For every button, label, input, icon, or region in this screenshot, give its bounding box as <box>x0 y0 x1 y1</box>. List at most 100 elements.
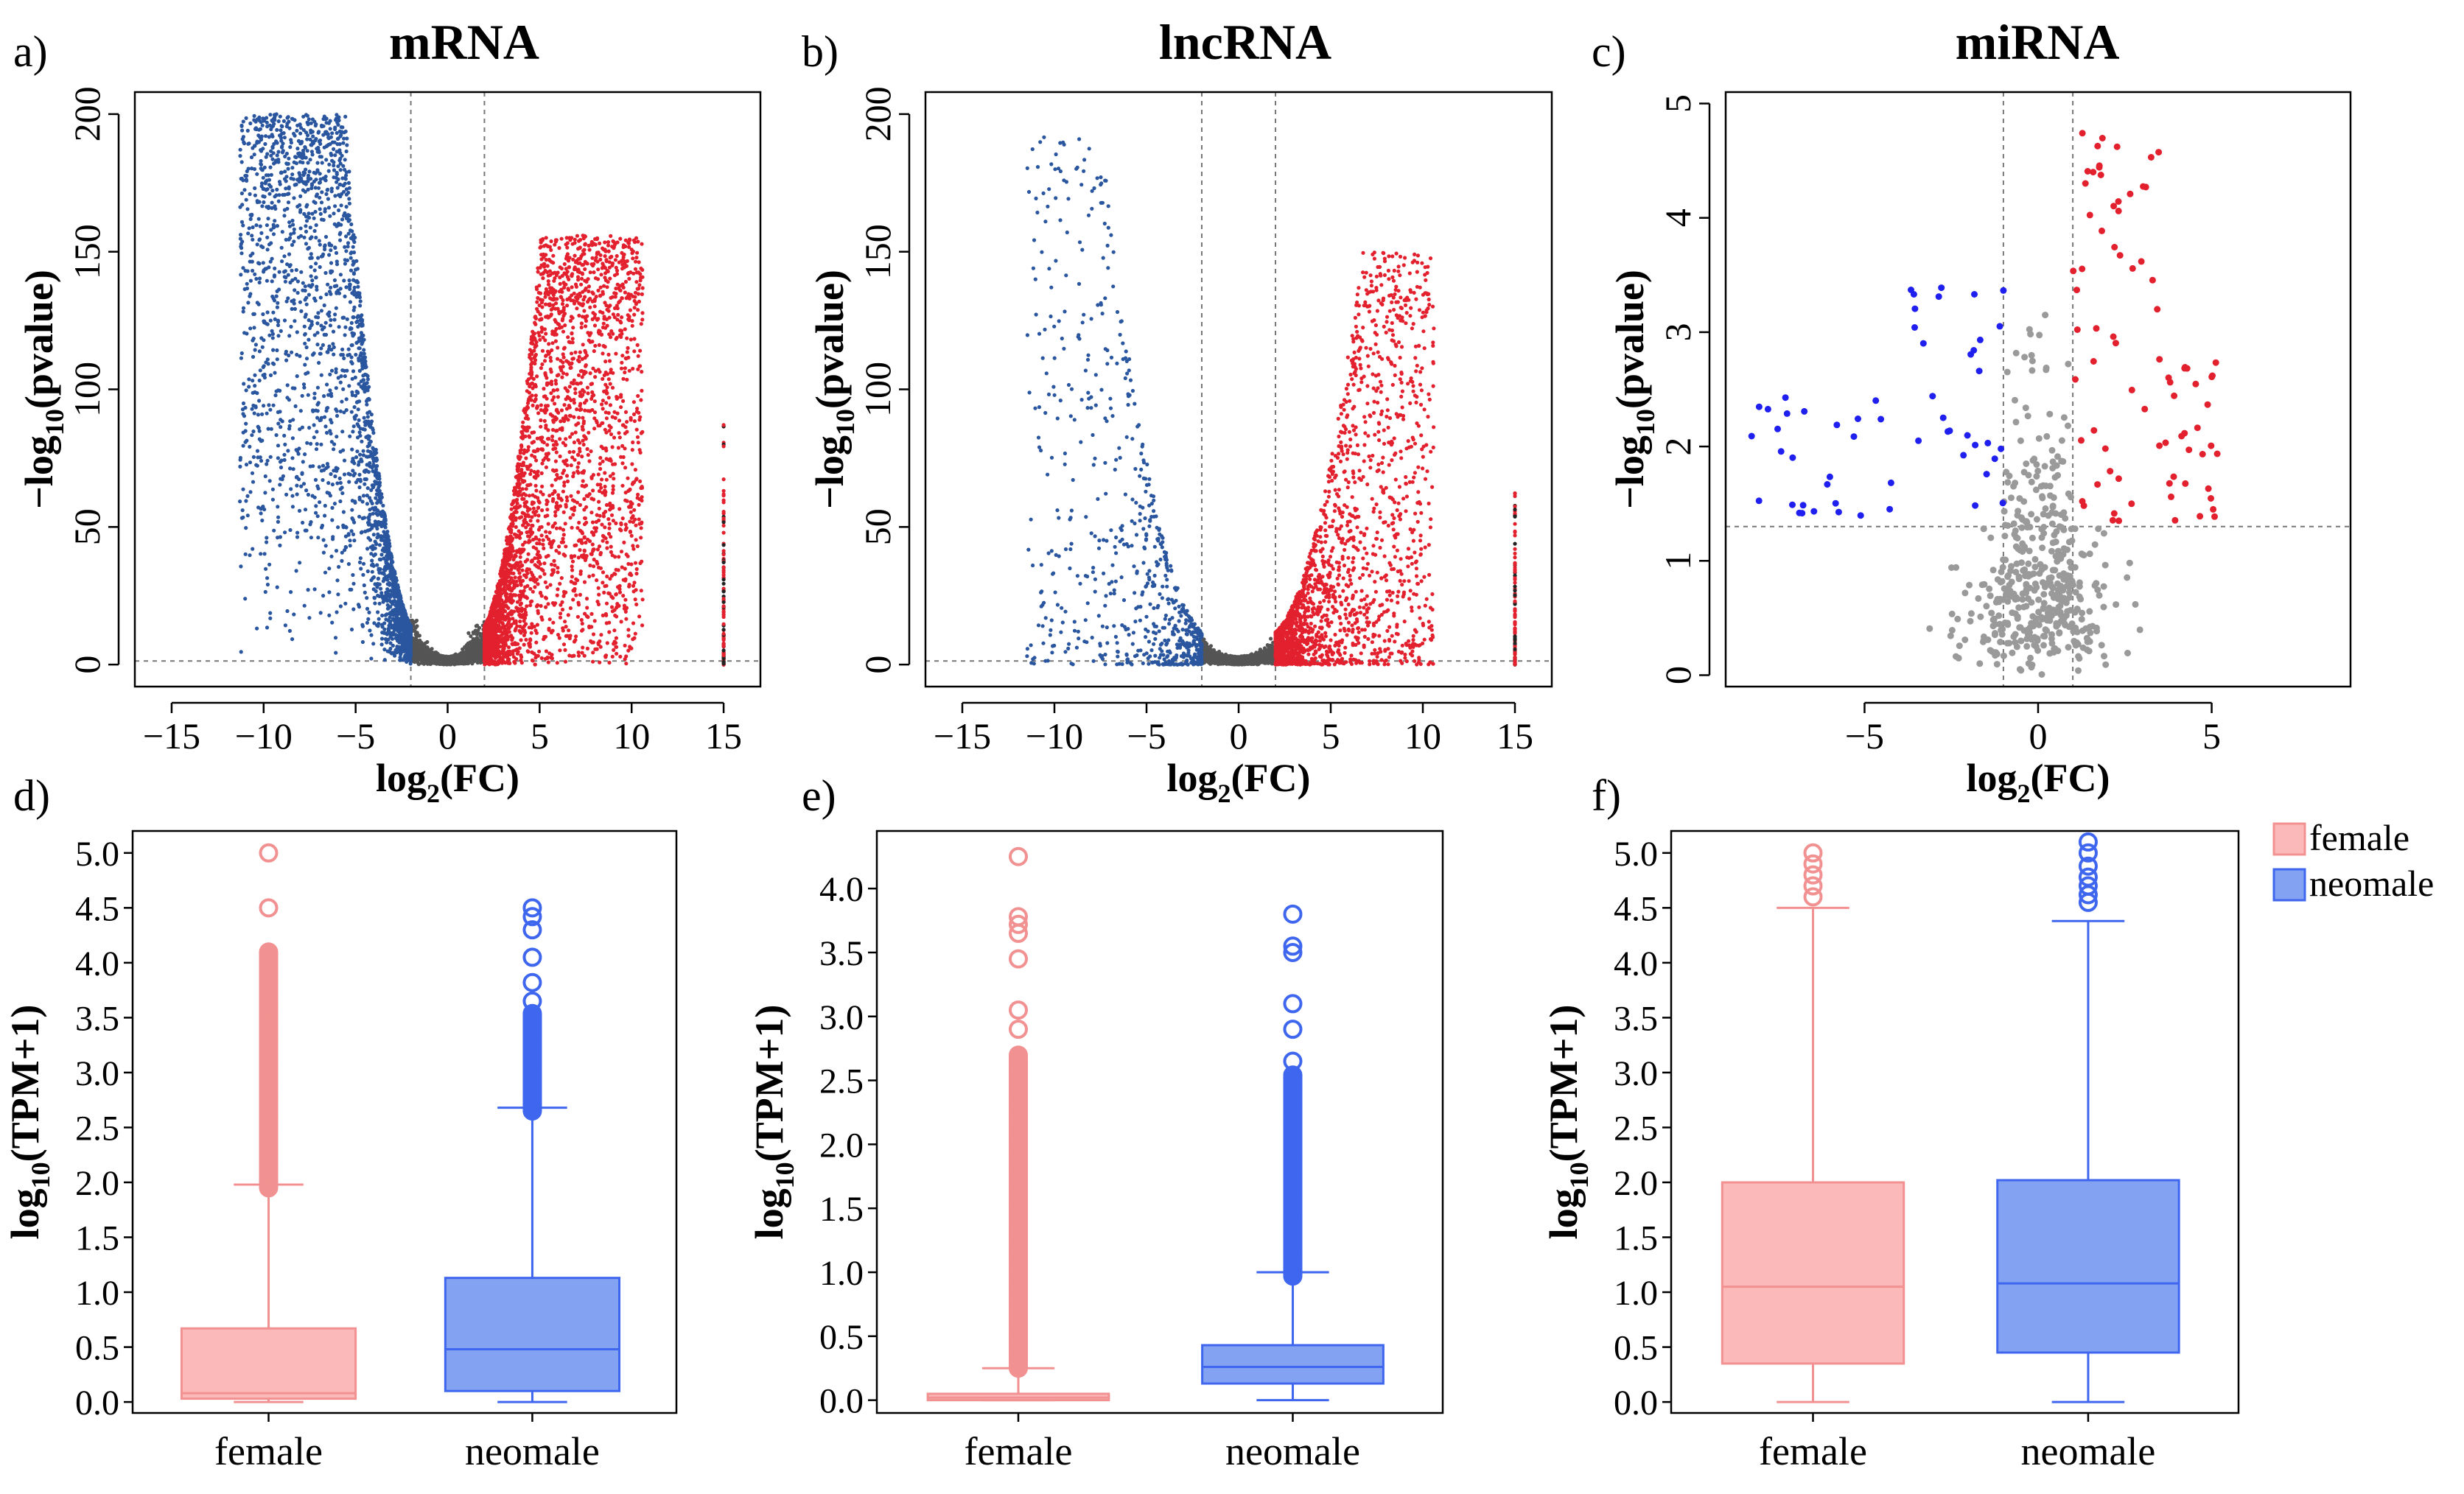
down-point <box>361 374 365 378</box>
up-point <box>578 592 583 597</box>
down-point <box>265 152 270 156</box>
down-point <box>344 397 349 401</box>
up-point <box>607 522 612 526</box>
down-point <box>342 410 346 415</box>
down-point <box>321 343 325 347</box>
down-point <box>348 282 352 287</box>
down-point <box>257 237 262 242</box>
down-point <box>366 437 371 441</box>
down-point <box>301 520 305 525</box>
down-point <box>298 203 302 207</box>
up-point <box>580 483 584 488</box>
down-point <box>365 569 370 574</box>
down-point <box>367 518 371 522</box>
down-point <box>282 457 287 463</box>
down-point <box>277 180 282 184</box>
down-point <box>260 438 265 443</box>
scatter-points <box>238 112 726 667</box>
down-point <box>340 429 345 434</box>
up-point <box>627 276 631 281</box>
down-point <box>279 145 284 150</box>
down-point <box>356 314 360 318</box>
up-point <box>548 583 553 587</box>
down-point <box>303 189 307 194</box>
down-point <box>305 179 310 183</box>
down-point <box>343 114 348 119</box>
down-point <box>283 530 287 535</box>
down-point <box>316 311 321 315</box>
down-point <box>370 483 374 488</box>
down-point <box>301 382 307 387</box>
down-point <box>365 528 370 533</box>
ns-point <box>461 661 465 665</box>
down-point <box>310 494 315 498</box>
up-point <box>544 332 548 336</box>
down-point <box>277 270 281 274</box>
down-point <box>385 595 389 600</box>
down-point <box>302 603 307 608</box>
down-point <box>260 345 265 349</box>
down-point <box>349 256 353 260</box>
up-point <box>575 469 580 474</box>
down-point <box>383 568 388 572</box>
down-point <box>354 352 358 357</box>
down-point <box>314 447 319 452</box>
down-point <box>259 552 263 556</box>
down-point <box>393 580 398 584</box>
down-point <box>340 347 345 351</box>
down-point <box>351 369 356 374</box>
down-point <box>278 483 282 487</box>
down-point <box>335 172 339 177</box>
down-point <box>289 141 293 145</box>
down-point <box>248 553 252 558</box>
down-point <box>372 596 377 600</box>
down-point <box>323 243 327 248</box>
down-point <box>341 525 346 530</box>
down-point <box>338 287 343 291</box>
down-point <box>357 356 361 361</box>
up-point <box>533 361 537 366</box>
up-point <box>593 369 598 374</box>
down-point <box>408 662 413 666</box>
down-point <box>384 559 388 564</box>
down-point <box>265 120 269 124</box>
down-point <box>290 278 295 282</box>
down-point <box>319 442 323 446</box>
down-point <box>327 314 332 318</box>
down-point <box>345 368 349 373</box>
down-point <box>396 603 401 608</box>
down-point <box>279 465 284 470</box>
up-point <box>570 525 574 530</box>
down-point <box>407 624 412 629</box>
down-point <box>332 147 336 151</box>
up-point <box>539 272 543 276</box>
down-point <box>287 334 292 338</box>
down-point <box>304 488 309 493</box>
down-point <box>281 474 285 479</box>
down-point <box>290 494 295 498</box>
down-point <box>277 287 281 292</box>
down-point <box>259 458 264 463</box>
down-point <box>290 172 295 177</box>
down-point <box>330 483 335 487</box>
down-point <box>350 508 354 512</box>
down-point <box>307 326 312 330</box>
up-point <box>537 553 542 558</box>
down-point <box>320 161 324 165</box>
up-point <box>603 484 607 489</box>
down-point <box>328 372 332 376</box>
down-point <box>246 166 251 171</box>
down-point <box>251 429 256 434</box>
down-point <box>248 253 253 258</box>
down-point <box>319 254 323 259</box>
down-point <box>397 650 402 654</box>
down-point <box>309 235 314 239</box>
down-point <box>307 169 312 174</box>
up-point <box>524 493 528 497</box>
up-point <box>632 312 637 317</box>
down-point <box>298 122 302 127</box>
down-point <box>250 433 254 438</box>
down-point <box>272 113 277 117</box>
up-point <box>625 377 629 382</box>
